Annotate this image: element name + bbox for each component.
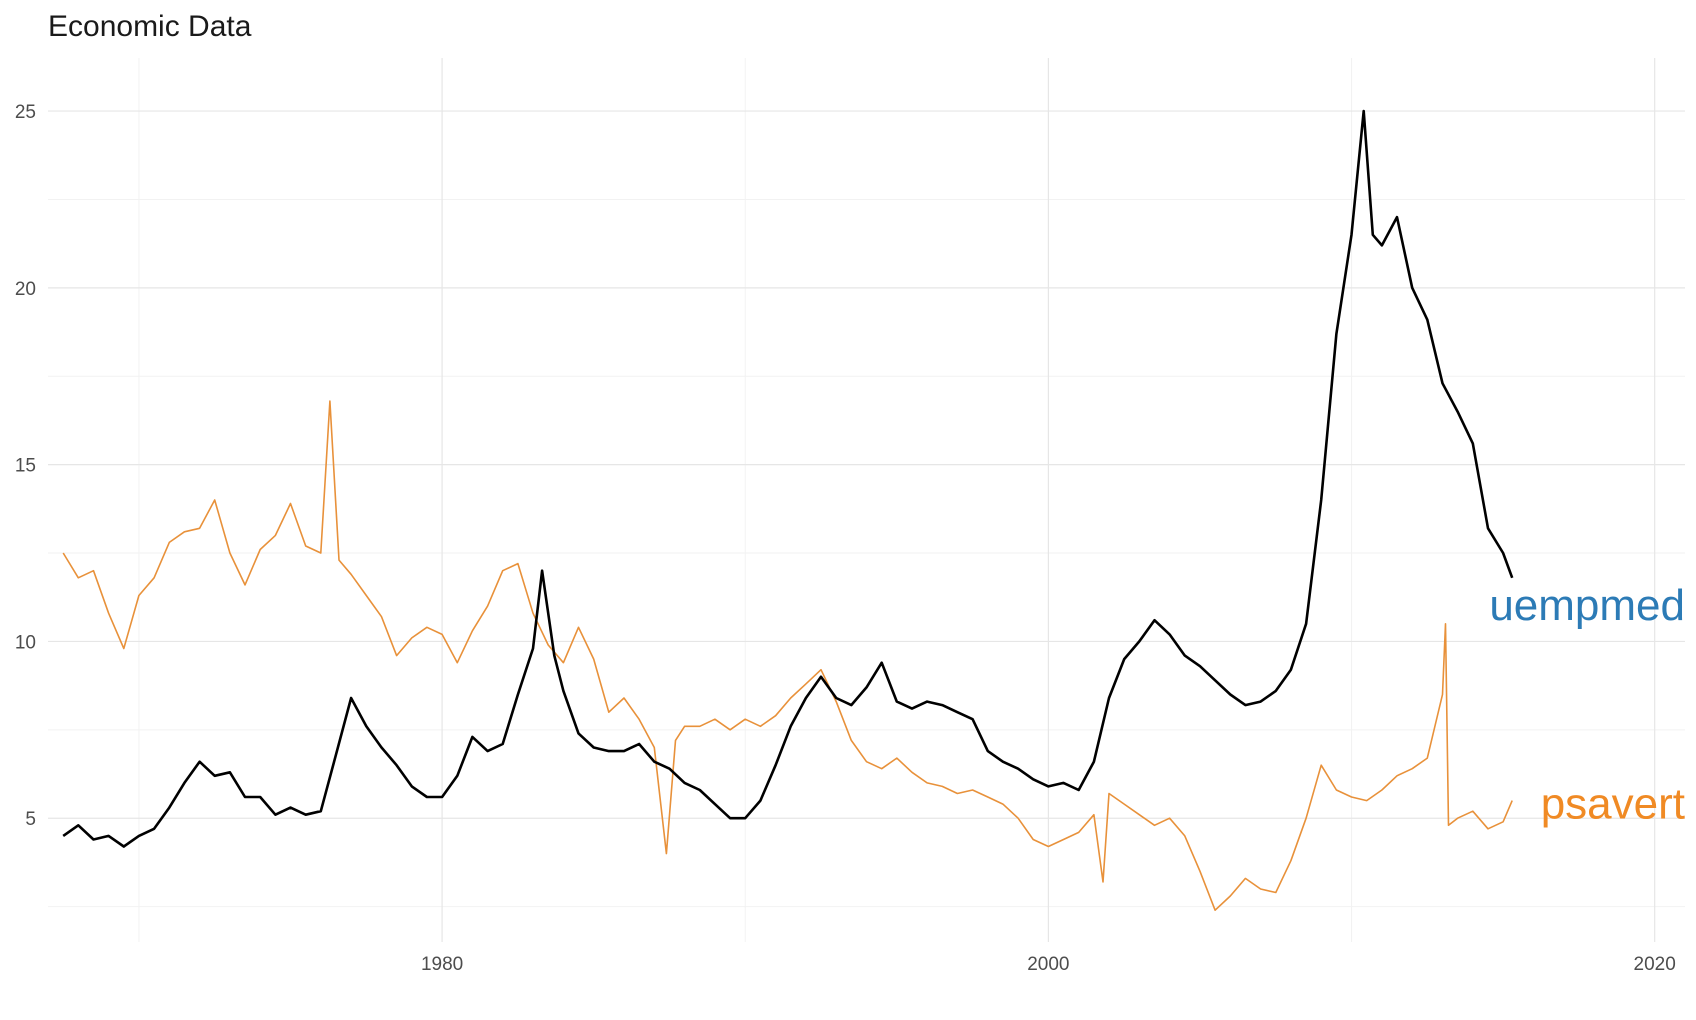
axes: 5 10 15 20 25 1980 2000 2020 xyxy=(15,102,1676,975)
x-tick-label: 2020 xyxy=(1634,954,1676,975)
series-labels: uempmed psavert xyxy=(1489,581,1685,829)
series-label-psavert: psavert xyxy=(1541,780,1685,829)
y-tick-label: 5 xyxy=(25,809,36,830)
y-tick-label: 10 xyxy=(15,632,36,653)
y-tick-label: 25 xyxy=(15,102,36,123)
series-lines xyxy=(62,109,1514,911)
series-label-uempmed: uempmed xyxy=(1489,581,1685,630)
series-line-psavert xyxy=(62,400,1513,911)
x-tick-label: 1980 xyxy=(421,954,463,975)
chart-title: Economic Data xyxy=(48,10,252,43)
x-tick-label: 2000 xyxy=(1027,954,1069,975)
y-tick-label: 20 xyxy=(15,279,36,300)
series-line-uempmed xyxy=(62,109,1514,848)
y-tick-label: 15 xyxy=(15,456,36,477)
